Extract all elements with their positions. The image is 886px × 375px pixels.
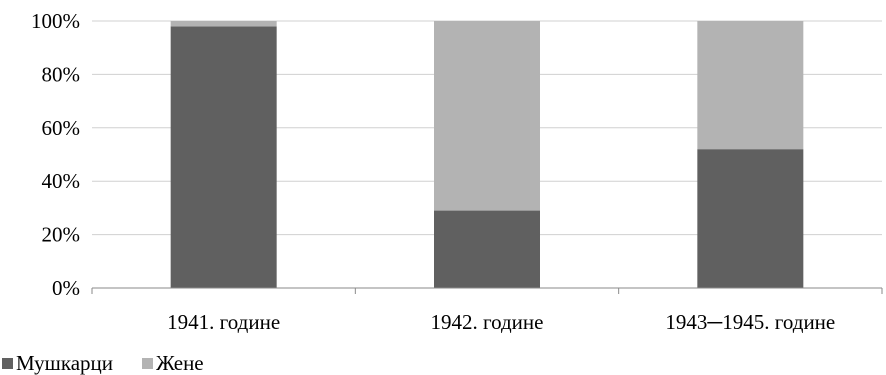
y-tick-label: 40% <box>42 169 81 193</box>
legend-label: Мушкарци <box>16 351 113 375</box>
bar-segment-men <box>697 149 804 288</box>
bar-segments <box>170 21 804 289</box>
legend-swatch <box>2 358 13 369</box>
bar-segment-women <box>434 21 540 211</box>
legend-swatch <box>142 358 153 369</box>
bar-segment-men <box>170 26 277 289</box>
x-category-label: 1942. године <box>431 310 544 334</box>
x-axis-category-labels: 1941. године 1942. године 1943─1945. годин… <box>167 310 835 334</box>
bar-segment-women <box>170 21 277 27</box>
x-category-label: 1943─1945. године <box>665 310 835 334</box>
y-tick-label: 80% <box>42 62 81 86</box>
y-tick-label: 0% <box>52 276 80 300</box>
x-axis <box>91 287 883 294</box>
legend: Мушкарци Жене <box>2 351 204 375</box>
y-tick-label: 60% <box>42 116 81 140</box>
y-tick-label: 20% <box>42 223 81 247</box>
bar-segment-women <box>697 21 804 150</box>
legend-label: Жене <box>156 351 204 375</box>
y-tick-label: 100% <box>31 9 80 33</box>
bar-segment-men <box>434 210 540 288</box>
x-category-label: 1941. године <box>167 310 280 334</box>
y-axis-tick-labels: 0% 20% 40% 60% 80% 100% <box>31 9 80 300</box>
